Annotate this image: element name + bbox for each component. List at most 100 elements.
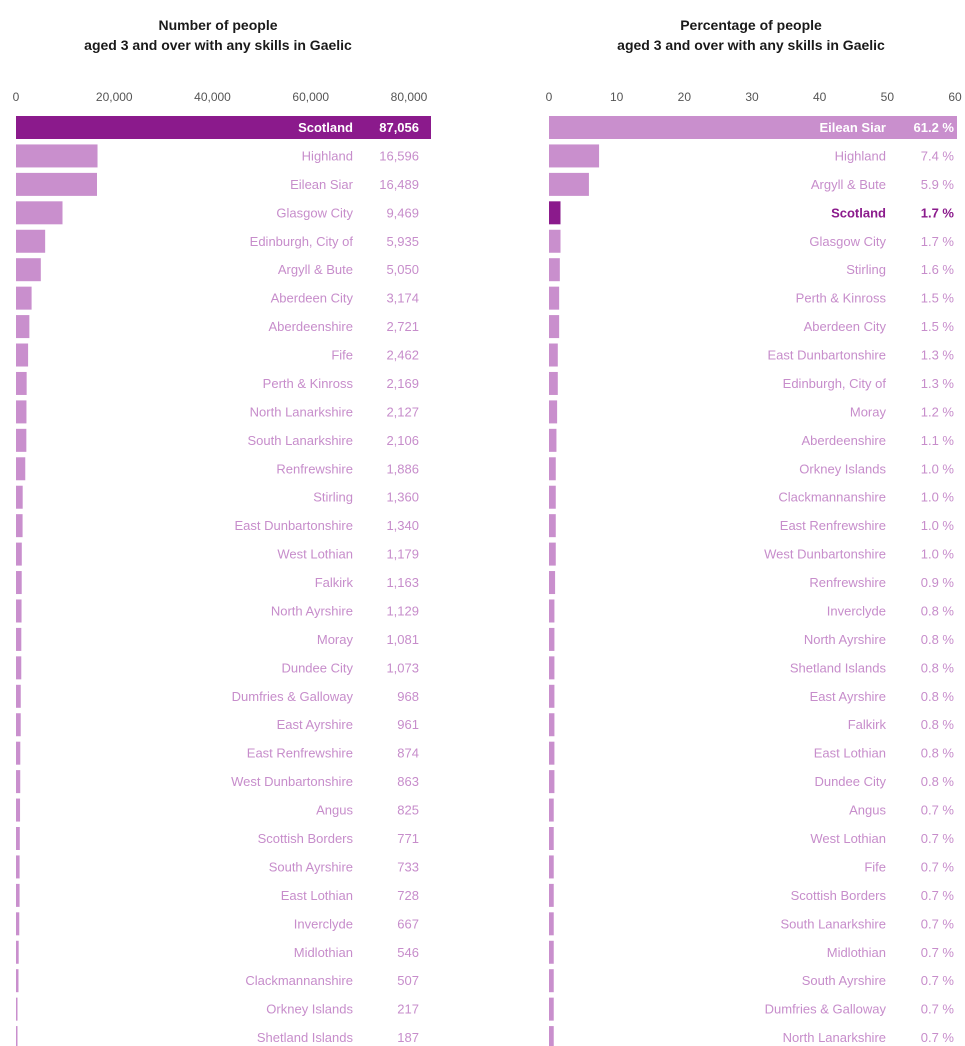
percentage-category-label: South Ayrshire bbox=[802, 973, 886, 988]
percentage-category-label: Dundee City bbox=[814, 774, 886, 789]
percentage-value-label: 0.8 % bbox=[921, 689, 955, 704]
count-value-label: 5,935 bbox=[386, 234, 419, 249]
count-tick-label: 20,000 bbox=[96, 90, 133, 104]
count-value-label: 1,163 bbox=[386, 575, 419, 590]
count-category-label: Aberdeenshire bbox=[268, 319, 353, 334]
percentage-bar bbox=[549, 1026, 554, 1046]
percentage-bar bbox=[549, 883, 554, 907]
percentage-category-label: Argyll & Bute bbox=[811, 177, 886, 192]
count-category-label: Argyll & Bute bbox=[278, 262, 353, 277]
percentage-bar bbox=[549, 343, 558, 367]
count-bar bbox=[16, 286, 32, 310]
count-category-label: Inverclyde bbox=[294, 916, 353, 931]
count-value-label: 1,179 bbox=[386, 547, 419, 562]
count-value-label: 968 bbox=[397, 689, 419, 704]
count-category-label: Edinburgh, City of bbox=[250, 234, 354, 249]
percentage-category-label: North Lanarkshire bbox=[783, 1030, 886, 1045]
count-value-label: 2,106 bbox=[386, 433, 419, 448]
count-bar bbox=[16, 201, 63, 225]
count-value-label: 771 bbox=[397, 831, 419, 846]
percentage-bar bbox=[549, 997, 554, 1021]
percentage-category-label: East Lothian bbox=[814, 746, 886, 761]
count-category-label: Angus bbox=[316, 803, 353, 818]
percentage-value-label: 0.7 % bbox=[921, 859, 955, 874]
count-bar bbox=[16, 713, 21, 737]
percentage-value-label: 0.7 % bbox=[921, 1002, 955, 1017]
count-value-label: 863 bbox=[397, 774, 419, 789]
percentage-bar bbox=[549, 741, 555, 765]
percentage-bar bbox=[549, 428, 557, 452]
count-category-label: Clackmannanshire bbox=[245, 973, 353, 988]
count-value-label: 1,073 bbox=[386, 660, 419, 675]
percentage-bar bbox=[549, 371, 558, 395]
chart-count-title-line-1: Number of people bbox=[158, 17, 277, 33]
percentage-category-label: Stirling bbox=[846, 262, 886, 277]
percentage-value-label: 1.0 % bbox=[921, 461, 955, 476]
chart-count-x-axis: 0 20,000 40,000 60,000 80,000 bbox=[13, 90, 428, 104]
count-category-label: Highland bbox=[302, 148, 353, 163]
percentage-value-label: 1.1 % bbox=[921, 433, 955, 448]
percentage-tick-label: 40 bbox=[813, 90, 827, 104]
percentage-value-label: 1.7 % bbox=[921, 205, 955, 220]
percentage-value-label: 0.7 % bbox=[921, 945, 955, 960]
percentage-bar bbox=[549, 627, 555, 651]
percentage-category-label: Aberdeen City bbox=[804, 319, 887, 334]
percentage-value-label: 1.2 % bbox=[921, 404, 955, 419]
chart-percentage-bars: Eilean Siar 61.2 % Highland 7.4 % Argyll & B… bbox=[549, 116, 957, 1046]
count-bar bbox=[16, 343, 29, 367]
percentage-bar bbox=[549, 940, 554, 964]
count-category-label: West Lothian bbox=[277, 547, 353, 562]
percentage-bar bbox=[549, 514, 556, 538]
count-value-label: 2,127 bbox=[386, 404, 419, 419]
percentage-category-label: West Lothian bbox=[810, 831, 886, 846]
percentage-category-label: Moray bbox=[850, 404, 887, 419]
count-category-label: South Lanarkshire bbox=[247, 433, 353, 448]
percentage-tick-label: 60 bbox=[948, 90, 962, 104]
percentage-bar bbox=[549, 457, 556, 481]
percentage-bar bbox=[549, 144, 600, 168]
count-category-label: Scottish Borders bbox=[258, 831, 354, 846]
percentage-bar bbox=[549, 571, 556, 595]
percentage-value-label: 0.7 % bbox=[921, 916, 955, 931]
count-category-label: Shetland Islands bbox=[257, 1030, 354, 1045]
count-bar bbox=[16, 485, 23, 509]
count-value-label: 1,340 bbox=[386, 518, 419, 533]
count-value-label: 3,174 bbox=[386, 291, 419, 306]
percentage-value-label: 0.8 % bbox=[921, 746, 955, 761]
percentage-value-label: 1.0 % bbox=[921, 490, 955, 505]
percentage-value-label: 0.8 % bbox=[921, 774, 955, 789]
count-category-label: Midlothian bbox=[294, 945, 353, 960]
percentage-category-label: Scottish Borders bbox=[791, 888, 887, 903]
count-bar bbox=[16, 258, 41, 282]
count-bar bbox=[16, 400, 27, 424]
percentage-category-label: Highland bbox=[835, 148, 886, 163]
count-category-label: Dumfries & Galloway bbox=[232, 689, 354, 704]
count-bar bbox=[16, 116, 431, 139]
percentage-tick-label: 0 bbox=[546, 90, 553, 104]
percentage-bar bbox=[549, 713, 555, 737]
percentage-value-label: 0.7 % bbox=[921, 888, 955, 903]
percentage-bar bbox=[549, 656, 555, 680]
count-value-label: 217 bbox=[397, 1002, 419, 1017]
count-value-label: 2,721 bbox=[386, 319, 419, 334]
percentage-value-label: 0.8 % bbox=[921, 660, 955, 675]
count-value-label: 87,056 bbox=[379, 120, 419, 135]
count-value-label: 9,469 bbox=[386, 205, 419, 220]
count-value-label: 1,129 bbox=[386, 603, 419, 618]
count-bar bbox=[16, 969, 19, 993]
percentage-bar bbox=[549, 770, 555, 794]
percentage-tick-label: 30 bbox=[745, 90, 759, 104]
count-value-label: 961 bbox=[397, 717, 419, 732]
count-bar bbox=[16, 855, 20, 879]
percentage-category-label: Scotland bbox=[831, 205, 886, 220]
count-bar bbox=[16, 599, 22, 623]
count-bar bbox=[16, 428, 27, 452]
chart-percentage-title-line-2: aged 3 and over with any skills in Gaeli… bbox=[617, 37, 885, 53]
percentage-value-label: 1.0 % bbox=[921, 547, 955, 562]
count-value-label: 507 bbox=[397, 973, 419, 988]
count-bar bbox=[16, 172, 98, 196]
count-category-label: North Ayrshire bbox=[271, 603, 353, 618]
percentage-bar bbox=[549, 969, 554, 993]
count-bar bbox=[16, 741, 21, 765]
